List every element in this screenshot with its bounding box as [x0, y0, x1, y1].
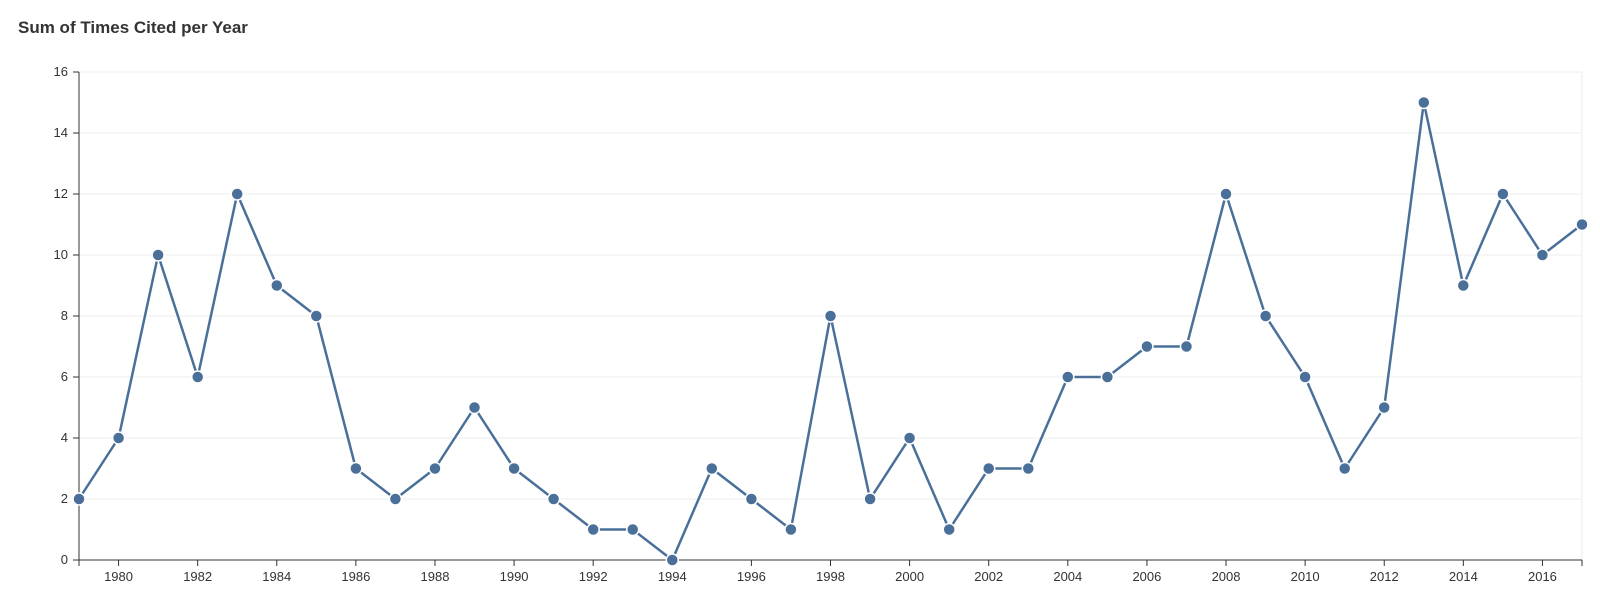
data-point-2008[interactable]	[1219, 187, 1233, 201]
x-tick-label: 1996	[737, 569, 766, 584]
x-tick-label: 1992	[579, 569, 608, 584]
data-point-1988[interactable]	[428, 461, 442, 476]
x-tick-label: 2010	[1291, 569, 1320, 584]
y-tick-label: 12	[54, 186, 68, 201]
x-tick-label: 1986	[341, 569, 370, 584]
x-tick-label: 2016	[1528, 569, 1557, 584]
x-tick-label: 2000	[895, 569, 924, 584]
y-tick-label: 6	[61, 369, 68, 384]
data-point-1984[interactable]	[270, 278, 284, 293]
data-point-2014[interactable]	[1456, 278, 1471, 293]
x-tick-label: 1980	[104, 569, 133, 584]
y-tick-label: 4	[61, 430, 68, 445]
y-tick-label: 2	[61, 491, 68, 506]
data-point-2001[interactable]	[942, 522, 956, 537]
y-tick-label: 10	[54, 247, 68, 262]
x-tick-label: 1990	[500, 569, 529, 584]
x-tick-label: 1994	[658, 569, 687, 584]
data-point-2016[interactable]	[1535, 248, 1550, 262]
data-point-1987[interactable]	[388, 492, 403, 506]
x-axis-ticks: 1980 1982 1984 1986 1988 1990 1992 1994 1996 1998…	[78, 560, 1583, 584]
data-point-1989[interactable]	[467, 400, 482, 415]
x-tick-label: 1984	[262, 569, 291, 584]
data-point-2010[interactable]	[1298, 370, 1312, 384]
data-point-1991[interactable]	[546, 492, 561, 506]
y-tick-label: 14	[54, 125, 68, 140]
x-tick-label: 2014	[1449, 569, 1478, 584]
data-point-1998[interactable]	[823, 309, 838, 323]
x-tick-label: 1998	[816, 569, 845, 584]
chart-title: Sum of Times Cited per Year	[18, 18, 248, 37]
data-point-2007[interactable]	[1179, 339, 1194, 354]
series-line	[77, 101, 1583, 562]
data-point-1995[interactable]	[705, 461, 719, 476]
data-point-1986[interactable]	[349, 461, 363, 476]
data-point-1985[interactable]	[309, 309, 324, 323]
data-point-2011[interactable]	[1337, 461, 1352, 476]
data-point-1992[interactable]	[586, 522, 600, 537]
y-tick-label: 8	[61, 308, 68, 323]
data-point-1994[interactable]	[665, 553, 680, 567]
x-tick-label: 1982	[183, 569, 212, 584]
data-point-1983[interactable]	[230, 187, 244, 201]
data-point-1979[interactable]	[72, 492, 86, 506]
x-tick-label: 2002	[974, 569, 1003, 584]
x-tick-label: 1988	[421, 569, 450, 584]
data-point-1982[interactable]	[190, 370, 205, 384]
data-point-2006[interactable]	[1140, 339, 1154, 354]
data-point-2013[interactable]	[1417, 95, 1431, 110]
data-point-1999[interactable]	[863, 492, 877, 506]
data-point-2009[interactable]	[1258, 309, 1273, 323]
data-point-2017[interactable]	[1575, 217, 1589, 232]
y-tick-label: 16	[54, 64, 68, 79]
data-points	[72, 95, 1589, 567]
x-tick-label: 2012	[1370, 569, 1399, 584]
data-point-2002[interactable]	[981, 461, 996, 476]
series	[77, 101, 1583, 562]
data-point-1997[interactable]	[784, 522, 798, 537]
data-point-2004[interactable]	[1061, 370, 1075, 384]
y-tick-label: 0	[61, 552, 68, 567]
data-point-1996[interactable]	[744, 492, 759, 506]
data-point-2012[interactable]	[1377, 400, 1391, 415]
data-point-2000[interactable]	[902, 431, 917, 445]
data-point-1980[interactable]	[111, 431, 126, 445]
y-axis-ticks: 0 2 4 6 8 10 12 14 16	[54, 64, 79, 567]
x-tick-label: 2004	[1053, 569, 1082, 584]
data-point-2015[interactable]	[1496, 187, 1510, 201]
data-point-1990[interactable]	[507, 461, 521, 476]
data-point-2005[interactable]	[1100, 370, 1115, 384]
data-point-2003[interactable]	[1021, 461, 1036, 476]
data-point-1981[interactable]	[151, 248, 165, 262]
x-tick-label: 2006	[1132, 569, 1161, 584]
data-point-1993[interactable]	[625, 522, 640, 537]
x-tick-label: 2008	[1212, 569, 1241, 584]
